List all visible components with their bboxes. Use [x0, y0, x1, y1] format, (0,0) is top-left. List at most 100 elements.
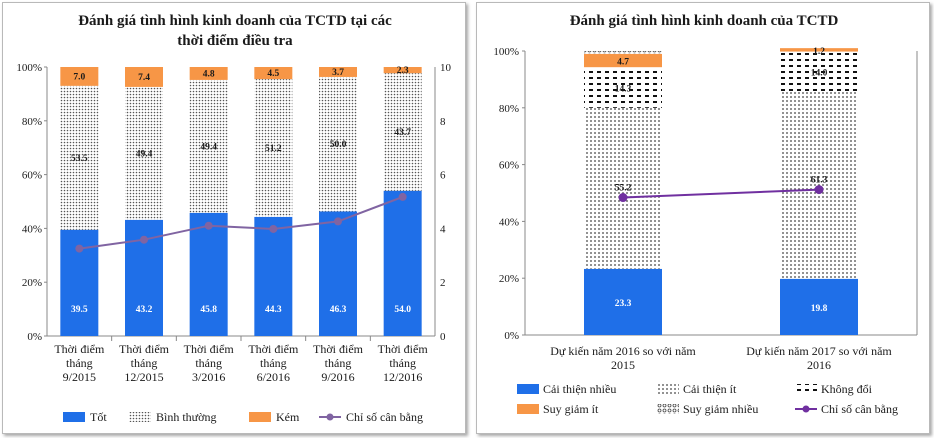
bar-segment: [319, 67, 357, 77]
y-tick-label: 80%: [22, 116, 42, 128]
data-label: 53.5: [71, 154, 88, 164]
data-label: 43.7: [394, 128, 411, 138]
bar-segment: [584, 268, 662, 335]
x-category-label: Thời điểm: [248, 342, 299, 356]
legend-label: Bình thường: [156, 410, 217, 424]
bar-segment: [584, 67, 662, 108]
bar-segment: [254, 79, 293, 217]
legend-swatch: [517, 384, 539, 394]
data-label: 1.2: [813, 47, 825, 57]
balance-index-point: [75, 244, 84, 253]
x-category-label: Dự kiến năm 2016 so với năm: [550, 344, 696, 358]
data-label: 46.3: [330, 305, 347, 315]
bar-segment: [319, 211, 357, 336]
x-category-label: 6/2016: [257, 370, 290, 384]
x-category-label: 12/2015: [124, 370, 163, 384]
data-label: 44.3: [265, 305, 282, 315]
bar-segment: [584, 107, 662, 269]
data-label: 7.0: [73, 72, 85, 82]
legend-label: Không đổi: [821, 382, 873, 396]
legend-label: Kém: [276, 410, 300, 424]
bar-segment: [780, 48, 858, 52]
x-category-label: tháng: [325, 356, 352, 370]
legend-label: Chỉ số cân bằng: [821, 402, 898, 416]
data-label: 19.8: [811, 304, 828, 314]
y-tick-label: 0%: [504, 330, 519, 342]
balance-index-point: [618, 193, 628, 203]
legend-label: Suy giảm ít: [543, 402, 599, 416]
y-tick-label: 100%: [16, 62, 42, 74]
x-category-label: tháng: [131, 356, 158, 370]
y-tick-label: 40%: [499, 216, 519, 228]
x-category-label: tháng: [389, 356, 416, 370]
y2-tick-label: 2: [440, 277, 446, 289]
chart-title-line: Đánh giá tình hình kinh doanh của TCTD t…: [78, 13, 392, 29]
x-category-label: Thời điểm: [313, 342, 364, 356]
bar-segment: [125, 86, 163, 220]
data-label: 51.2: [265, 144, 282, 154]
data-label: 2.3: [397, 66, 409, 76]
legend-swatch: [249, 412, 271, 422]
data-label: 3.7: [332, 68, 344, 78]
legend-swatch: [657, 384, 679, 394]
bar-segment: [254, 67, 293, 80]
y2-tick-label: 0: [440, 331, 446, 343]
bar-segment: [125, 67, 163, 87]
y-tick-label: 20%: [499, 273, 519, 285]
data-label: 4.8: [203, 69, 215, 79]
legend-swatch: [657, 404, 679, 414]
data-label: 39.5: [71, 305, 88, 315]
x-category-label: tháng: [260, 356, 287, 370]
legend-swatch: [129, 412, 151, 422]
data-label: 4.5: [267, 69, 279, 79]
x-category-label: tháng: [66, 356, 93, 370]
y-tick-label: 0%: [27, 331, 42, 343]
y-tick-label: 60%: [499, 160, 519, 172]
x-category-label: 9/2015: [63, 370, 96, 384]
bar-segment: [780, 51, 858, 92]
bar-segment: [189, 212, 228, 336]
bar-segment: [383, 67, 422, 74]
legend-label: Cải thiện nhiều: [543, 382, 616, 396]
legend-swatch: [795, 384, 817, 394]
balance-index-point: [204, 221, 213, 230]
bar-segment: [584, 51, 662, 54]
y2-tick-label: 4: [440, 223, 446, 235]
bar-segment: [254, 216, 293, 336]
x-category-label: 9/2016: [321, 370, 354, 384]
x-category-label: 2015: [611, 358, 635, 372]
data-label: 14.3: [615, 84, 632, 94]
balance-index-point: [269, 224, 278, 233]
x-category-label: 12/2016: [383, 370, 422, 384]
balance-index-point: [140, 235, 148, 244]
balance-index-point: [814, 185, 824, 195]
legend-swatch: [63, 412, 85, 422]
x-category-label: Thời điểm: [378, 342, 429, 356]
chart-right: Đánh giá tình hình kinh doanh của TCTD 0%…: [493, 13, 918, 416]
balance-index-point: [334, 217, 342, 226]
data-label: 23.3: [615, 299, 632, 309]
x-category-label: Dự kiến năm 2017 so với năm: [746, 344, 892, 358]
data-label: 4.7: [617, 58, 629, 68]
legend-swatch-marker: [802, 405, 810, 413]
y2-tick-label: 10: [440, 62, 452, 74]
chart-left: Đánh giá tình hình kinh doanh của TCTD t…: [16, 13, 452, 424]
data-label: 43.2: [136, 305, 153, 315]
bar-segment: [60, 85, 99, 230]
data-label: 54.0: [394, 305, 411, 315]
data-label: 7.4: [138, 73, 150, 83]
chart-title-line: thời điểm điều tra: [177, 33, 293, 49]
data-label: 45.8: [200, 305, 217, 315]
x-category-label: Thời điểm: [119, 342, 170, 356]
y-tick-label: 80%: [499, 103, 519, 115]
chart-panel-right: Đánh giá tình hình kinh doanh của TCTD 0%…: [476, 2, 930, 434]
legend-label: Tốt: [90, 410, 107, 424]
balance-index-line: [79, 195, 404, 250]
legend-label: Chỉ số cân bằng: [346, 410, 423, 424]
legend-label: Cải thiện ít: [683, 382, 737, 396]
y-tick-label: 40%: [22, 223, 42, 235]
balance-index-point: [398, 192, 407, 201]
bar-segment: [780, 278, 858, 335]
x-category-label: tháng: [195, 356, 222, 370]
balance-index-label: 61.3: [811, 176, 828, 186]
